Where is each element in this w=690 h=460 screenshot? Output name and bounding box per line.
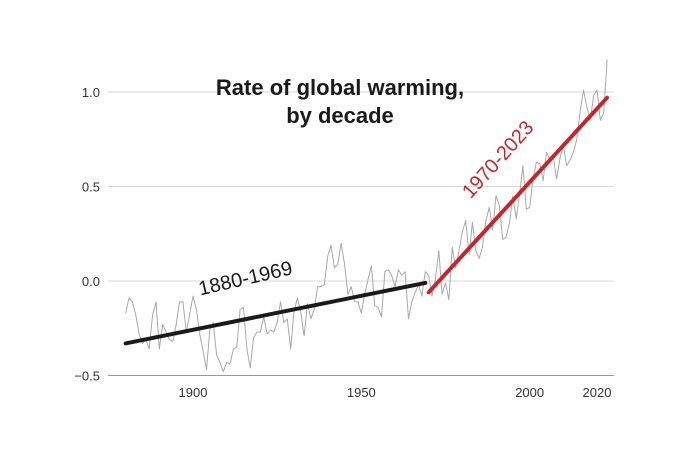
x-tick-label: 1900	[179, 385, 208, 400]
trend-line-1880-1969	[123, 280, 428, 346]
y-tick-label: 0.5	[82, 180, 100, 195]
y-tick-label: 0.0	[82, 274, 100, 289]
y-tick-label: 1.0	[82, 85, 100, 100]
chart-title-line: Rate of global warming,	[216, 75, 464, 100]
x-tick-label: 2020	[583, 385, 612, 400]
temperature-anomaly-line	[125, 59, 608, 373]
period-label-1970-2023: 1970-2023	[458, 117, 538, 203]
trend-annotations: 1880-1969 1970-2023	[196, 117, 538, 301]
chart-title-line: by decade	[286, 103, 394, 128]
grid-lines	[108, 91, 614, 376]
y-tick-label: −0.5	[74, 369, 100, 384]
trend-line-1970-2023	[426, 95, 610, 295]
x-tick-label: 2000	[515, 385, 544, 400]
x-tick-labels: 1900 1950 2000 2020	[179, 385, 612, 400]
y-tick-labels: 1.0 0.5 0.0 −0.5	[74, 85, 100, 384]
period-label-1880-1969: 1880-1969	[196, 257, 294, 300]
data-series	[123, 59, 610, 373]
x-tick-label: 1950	[347, 385, 376, 400]
chart-title: Rate of global warming, by decade	[216, 75, 464, 128]
